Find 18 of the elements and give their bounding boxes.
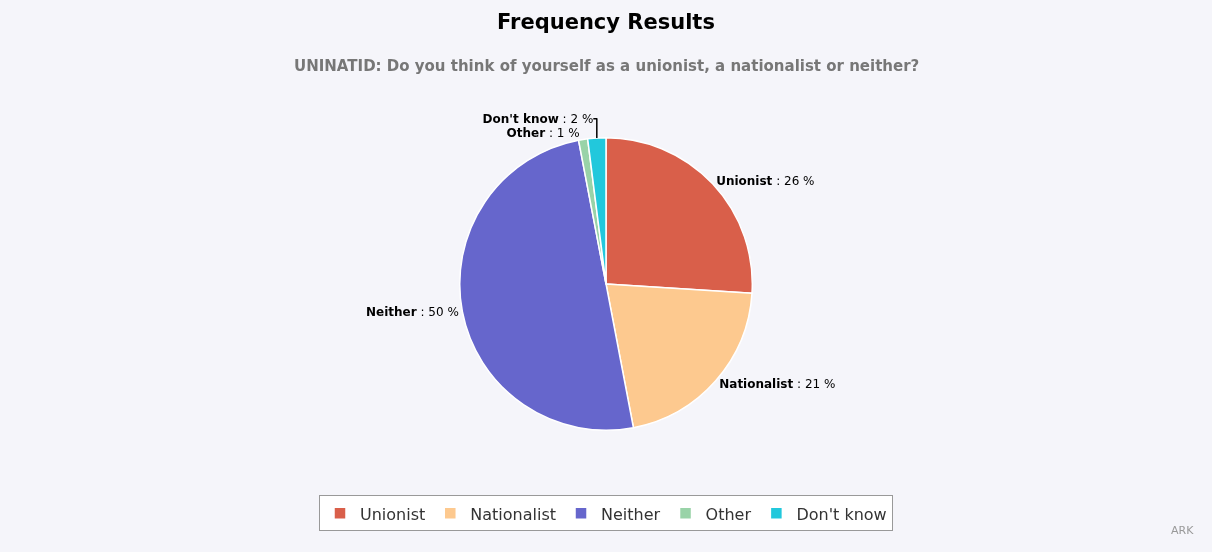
data-label: : 2 % — [562, 111, 594, 126]
legend-label: Unionist — [360, 504, 426, 524]
slice-label: Nationalist — [719, 376, 794, 391]
legend-label: Other — [705, 504, 752, 524]
chart-title: Frequency Results — [497, 9, 715, 34]
slice-label: Unionist — [716, 173, 773, 188]
legend-label: Nationalist — [470, 504, 557, 524]
data-label: : 21 % — [797, 376, 836, 391]
slice-label: Other — [506, 125, 546, 140]
data-label: : 1 % — [548, 125, 580, 140]
legend-label: Neither — [601, 504, 661, 524]
text: ARK — [1171, 524, 1195, 537]
slice-label: Neither — [365, 304, 417, 319]
data-label: : 26 % — [776, 173, 815, 188]
slice-label: Don't know — [482, 111, 559, 126]
chart-subtitle: UNINATID: Do you think of yourself as a unionist, a nationalist or neither? — [294, 57, 920, 75]
legend-label: Don't know — [796, 504, 887, 524]
data-label: : 50 % — [420, 304, 459, 319]
